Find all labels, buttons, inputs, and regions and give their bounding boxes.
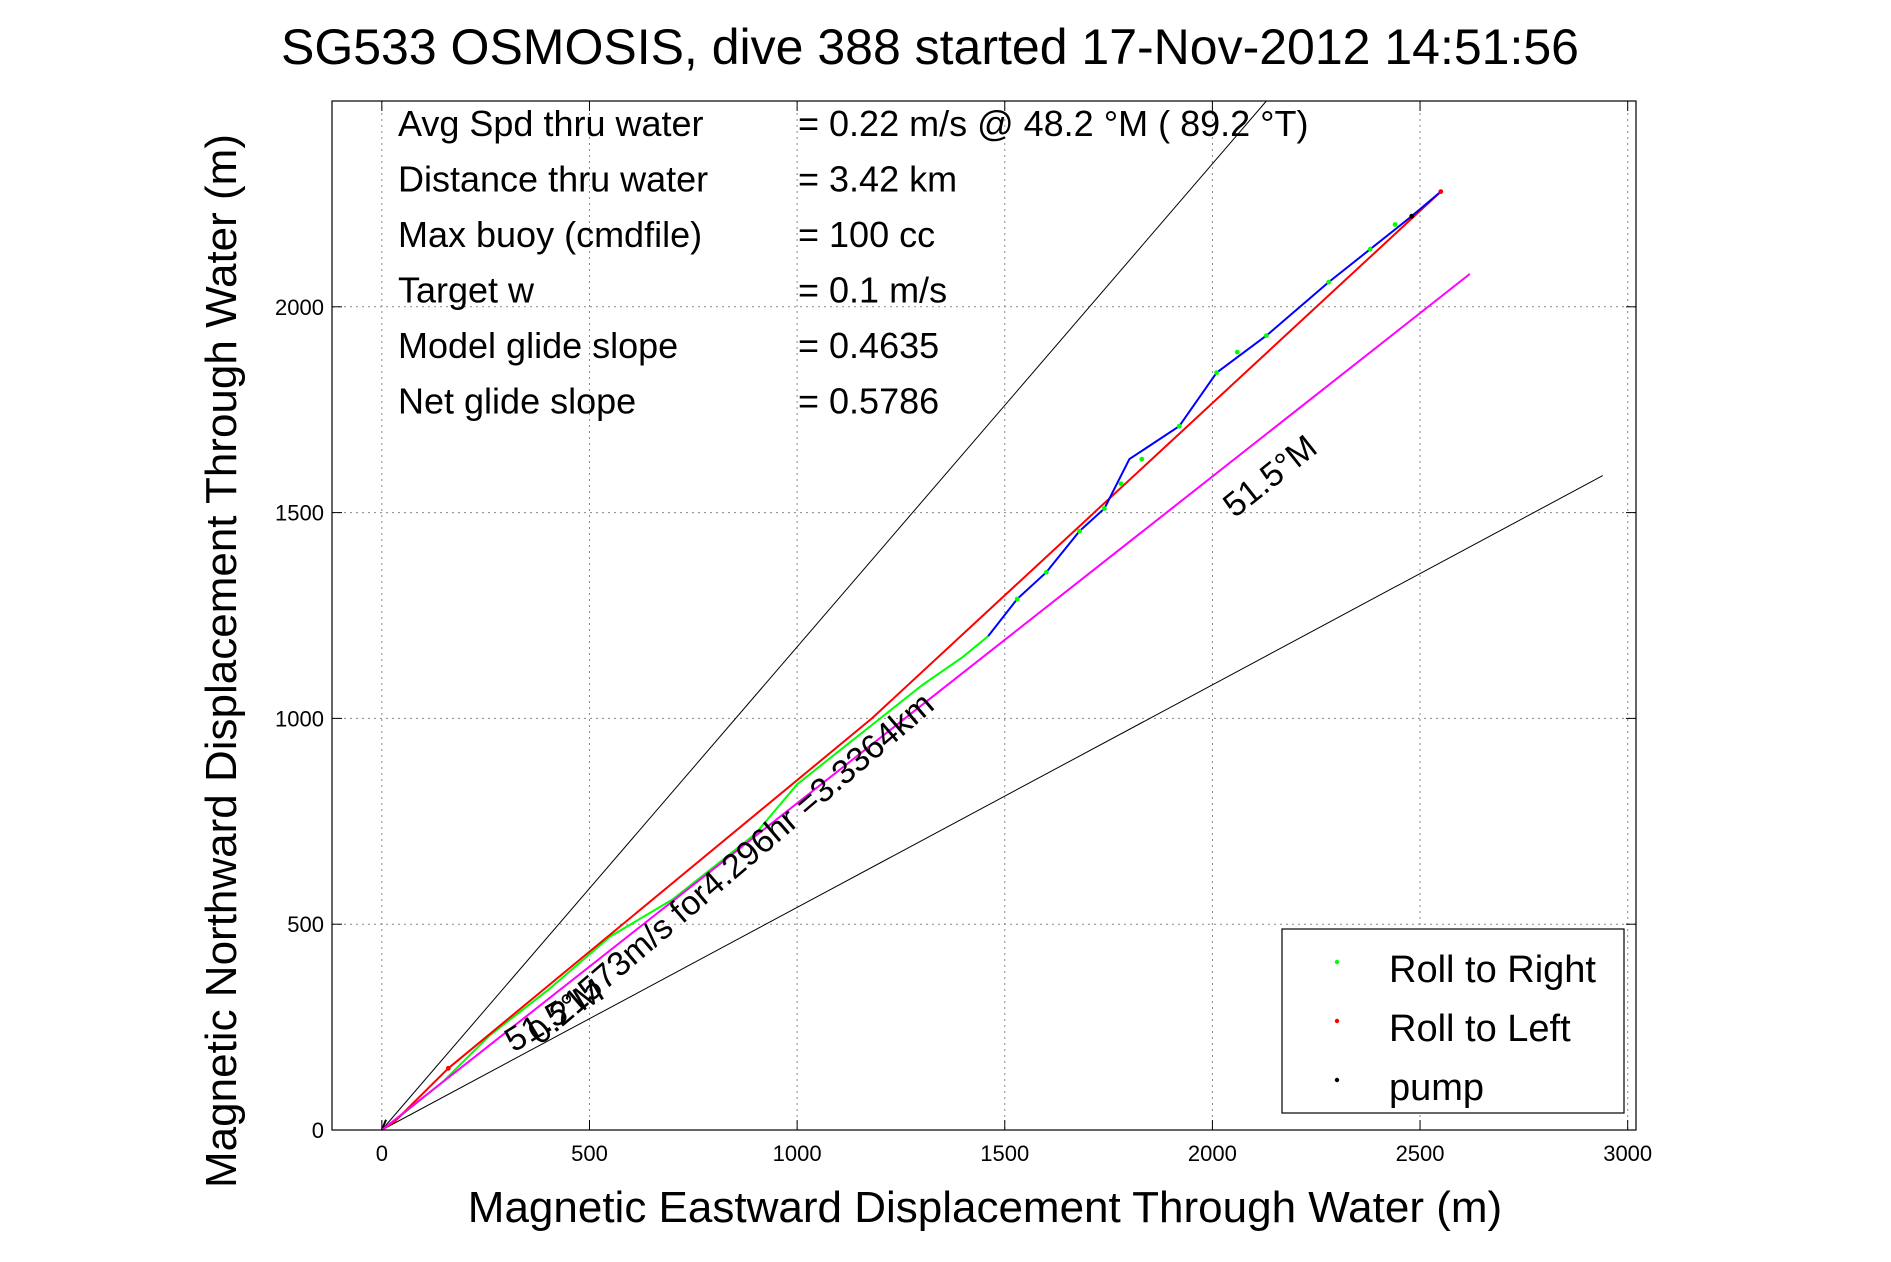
marker-roll-to-left [1438, 189, 1444, 195]
x-tick-label: 3000 [1603, 1141, 1652, 1166]
x-tick-label: 500 [571, 1141, 608, 1166]
marker-roll-to-right [1118, 481, 1124, 487]
stat-value: = 100 cc [798, 214, 935, 255]
marker-roll-to-left [445, 1065, 451, 1071]
series-line-track-5 [381, 273, 1471, 1131]
heading-label-upper: 51.5°M [1216, 428, 1324, 525]
marker-roll-to-right [1176, 423, 1182, 429]
heading-line-1 [381, 100, 1267, 1131]
x-tick-label: 1500 [980, 1141, 1029, 1166]
y-tick-label: 0 [312, 1118, 324, 1143]
stat-label: Distance thru water [398, 159, 708, 200]
x-tick-label: 2000 [1188, 1141, 1237, 1166]
y-tick-label: 1000 [275, 706, 324, 731]
marker-roll-to-right [1014, 596, 1020, 602]
series-line-track-4 [987, 190, 1442, 637]
stat-label: Target w [398, 270, 535, 311]
marker-roll-to-right [1264, 333, 1269, 338]
marker-roll-to-right [1367, 246, 1373, 252]
axis-ticks: 0 500 1000 1500 2000 2500 3000 0 500 1000 1500 2000 [275, 101, 1652, 1166]
x-axis-label: Magnetic Eastward Displacement Through W… [468, 1183, 1502, 1232]
marker-roll-to-right [1139, 456, 1145, 462]
marker-roll-to-right [1043, 569, 1049, 575]
stat-value: = 3.42 km [798, 159, 957, 200]
y-axis-label: Magnetic Northward Displacement Through … [197, 134, 246, 1188]
x-tick-label: 2500 [1396, 1141, 1445, 1166]
stat-value: = 0.4635 [798, 325, 939, 366]
stat-label: Model glide slope [398, 325, 678, 366]
marker-roll-to-right [1326, 279, 1332, 285]
series-markers [445, 189, 1444, 1071]
legend-marker-roll-right [1334, 959, 1340, 965]
stat-label: Avg Spd thru water [398, 103, 704, 144]
marker-roll-to-right [1102, 506, 1107, 511]
marker-pump [1409, 213, 1415, 219]
dive-stats-box: Avg Spd thru water = 0.22 m/s @ 48.2 °M (… [398, 103, 1309, 422]
marker-roll-to-right [1077, 528, 1082, 534]
y-tick-label: 2000 [275, 295, 324, 320]
series-line-roll-to-right [381, 635, 989, 1131]
x-tick-label: 1000 [773, 1141, 822, 1166]
legend-label-roll-right: Roll to Right [1389, 949, 1596, 991]
legend-marker-roll-left [1334, 1018, 1340, 1024]
legend-label-pump: pump [1389, 1067, 1484, 1109]
stat-value: = 0.5786 [798, 381, 939, 422]
stat-value: = 0.1 m/s [798, 270, 947, 311]
legend-marker-pump [1334, 1077, 1340, 1083]
stat-label: Max buoy (cmdfile) [398, 214, 702, 255]
y-tick-label: 1500 [275, 501, 324, 526]
marker-roll-to-right [1392, 222, 1398, 227]
chart-title: SG533 OSMOSIS, dive 388 started 17-Nov-2… [281, 19, 1579, 75]
stat-label: Net glide slope [398, 381, 636, 422]
x-tick-label: 0 [376, 1141, 388, 1166]
plot-frame [331, 100, 1637, 1131]
legend: Roll to Right Roll to Left pump [1281, 928, 1625, 1114]
legend-label-roll-left: Roll to Left [1389, 1008, 1571, 1050]
stat-value: = 0.22 m/s @ 48.2 °M ( 89.2 °T) [798, 103, 1309, 144]
heading-lines [381, 100, 1604, 1131]
heading-line-2 [381, 475, 1604, 1131]
marker-roll-to-right [1234, 349, 1240, 355]
marker-roll-to-right [1214, 370, 1219, 376]
y-tick-label: 500 [287, 912, 324, 937]
